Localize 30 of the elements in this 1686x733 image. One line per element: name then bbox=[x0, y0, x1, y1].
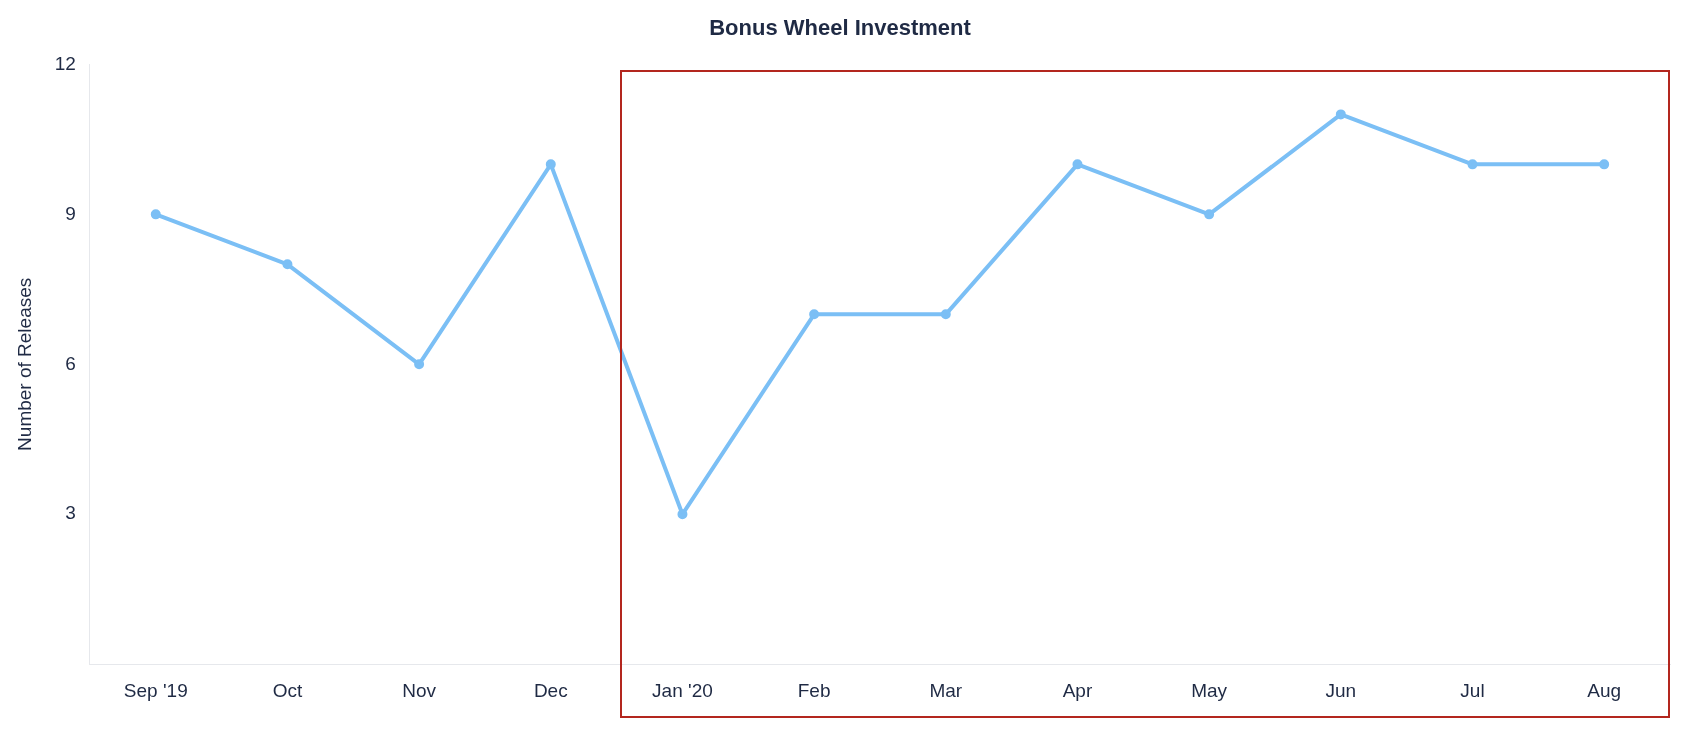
point bbox=[1204, 209, 1215, 220]
point bbox=[1072, 159, 1083, 170]
point bbox=[1599, 159, 1610, 170]
point bbox=[150, 209, 161, 220]
y-tick-label: 3 bbox=[65, 502, 76, 524]
x-tick-label: Jun bbox=[1325, 679, 1357, 701]
x-tick-label: Jul bbox=[1460, 679, 1485, 701]
x-tick-label: Mar bbox=[929, 679, 963, 701]
point bbox=[940, 309, 951, 320]
point bbox=[545, 159, 556, 170]
y-axis-title: Number of Releases bbox=[13, 277, 35, 451]
x-tick-label: Apr bbox=[1062, 679, 1093, 701]
x-tick-label: Aug bbox=[1587, 679, 1622, 701]
x-tick-label: Oct bbox=[272, 679, 303, 701]
point bbox=[282, 259, 293, 270]
x-tick-label: Jan '20 bbox=[652, 679, 713, 701]
x-tick-label: Feb bbox=[797, 679, 831, 701]
point bbox=[809, 309, 820, 320]
y-tick-label: 9 bbox=[65, 202, 76, 224]
chart-title: Bonus Wheel Investment bbox=[709, 15, 972, 41]
point bbox=[1335, 109, 1346, 120]
y-tick-label: 6 bbox=[65, 352, 76, 374]
point bbox=[414, 359, 425, 370]
point bbox=[677, 509, 688, 520]
x-tick-label: Nov bbox=[402, 679, 437, 701]
x-tick-label: May bbox=[1191, 679, 1228, 701]
x-tick-label: Sep '19 bbox=[123, 679, 188, 701]
y-tick-label: 12 bbox=[54, 52, 76, 74]
x-tick-label: Dec bbox=[533, 679, 568, 701]
point bbox=[1467, 159, 1478, 170]
